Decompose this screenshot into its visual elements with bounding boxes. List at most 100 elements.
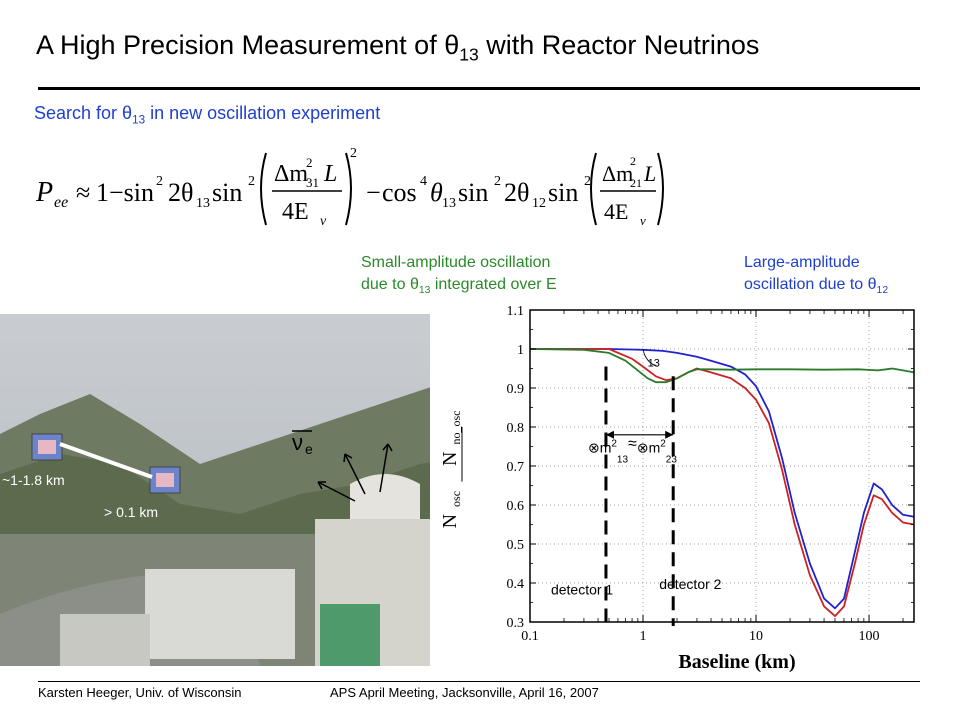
theta-arc (642, 348, 658, 367)
note-text: due to (361, 276, 410, 293)
footer-meeting: APS April Meeting, Jacksonville, April 1… (330, 685, 599, 700)
y-tick-label: 0.7 (507, 460, 525, 475)
y-tick-label: 0.4 (507, 577, 525, 592)
formula-sq: 2 (156, 174, 163, 189)
formula-2theta: 2θ (168, 178, 193, 207)
theta-subscript: 13 (132, 113, 146, 127)
y-tick-label: 1 (517, 343, 524, 358)
theta-symbol: θ (409, 276, 419, 293)
y-axis-label: N osc N no_osc (439, 411, 463, 529)
x-axis-label: Baseline (km) (678, 651, 795, 673)
formula-nu: ν (640, 213, 646, 228)
detector2-label: detector 2 (659, 576, 721, 592)
formula-theta13-sub: 13 (442, 196, 456, 211)
title-text-end: with Reactor Neutrinos (478, 30, 760, 60)
delta-m-part: m (649, 439, 661, 455)
arrow-head-right (665, 430, 674, 439)
chart-background (430, 296, 950, 676)
series-line-1 (530, 348, 915, 618)
note-large-amplitude: Large-amplitude oscillation due to θ12 (744, 252, 888, 302)
formula-sq: 2 (306, 155, 313, 170)
theta-subscript: 13 (418, 285, 431, 297)
formula-sq: 2 (248, 174, 255, 189)
y-tick-label: 1.1 (507, 304, 525, 319)
theta-subscript: 13 (459, 44, 479, 65)
formula-term1: 1−sin (96, 178, 154, 207)
theta-label: 13 (648, 358, 660, 370)
formula-sin: sin (548, 178, 578, 207)
x-tick-label: 0.1 (521, 629, 539, 644)
formula-lhs: P (36, 177, 53, 208)
green-tank (320, 604, 380, 666)
y-tick-label: 0.5 (507, 538, 525, 553)
theta-symbol: θ (122, 103, 133, 123)
formula-four: 4 (420, 174, 427, 189)
series-line-0 (530, 348, 915, 610)
subtitle-text: Search for (34, 103, 123, 123)
y-tick-label: 0.9 (507, 382, 525, 397)
baseline-line (59, 442, 153, 479)
formula-theta: θ (430, 178, 443, 207)
delta-m-part: 2 (660, 438, 666, 449)
series-line-2 (529, 348, 915, 384)
formula-delta-m: Δm (602, 161, 633, 186)
note-line: Large-amplitude (744, 254, 860, 271)
y-tick-label: 0.3 (507, 616, 525, 631)
formula-L: L (643, 161, 656, 186)
x-tick-label: 1 (640, 629, 647, 644)
formula-sq: 2 (584, 174, 591, 189)
page-title: A High Precision Measurement of θ13 with… (36, 30, 759, 65)
footer-author: Karsten Heeger, Univ. of Wisconsin (38, 685, 242, 700)
detector-far-icon (38, 440, 56, 454)
chart-annotations: 13 ⊗m213≈⊗m223 detector 1 detector 2 (551, 348, 722, 626)
formula-delta-m: Δm (274, 161, 308, 187)
x-tick-label: 10 (749, 629, 763, 644)
delta-m-label: ⊗m213≈⊗m223 (588, 435, 677, 465)
y-label-denominator-sub: no_osc (449, 411, 463, 445)
arrow-head-left (605, 430, 614, 439)
nu-sub: e (305, 441, 313, 457)
nu-label: ν (292, 430, 303, 455)
formula-4E: 4E (604, 199, 628, 224)
detector1-label: detector 1 (551, 582, 613, 598)
note-small-amplitude: Small-amplitude oscillation due to θ13 i… (361, 252, 557, 302)
note-line: due to θ13 integrated over E (361, 274, 557, 302)
paren-right (657, 152, 664, 226)
formula-lhs-sub: ee (54, 194, 68, 211)
formula-L: L (323, 161, 337, 187)
formula-sq: 2 (350, 146, 357, 161)
theta-subscript: 12 (876, 285, 889, 297)
formula-theta13-sub: 13 (196, 196, 210, 211)
distance-far-label: ~1-1.8 km (2, 472, 65, 488)
formula-approx: ≈ (76, 178, 90, 207)
formula-m31: 31 (306, 175, 319, 190)
formula-sin: sin (212, 178, 242, 207)
building (60, 614, 150, 666)
x-tick-label: 100 (859, 629, 880, 644)
paren-left (590, 152, 597, 226)
y-label-denominator: N (439, 452, 461, 466)
y-tick-label: 0.8 (507, 421, 525, 436)
reactor-site-photo: ν e ~1-1.8 km > 0.1 km (0, 314, 482, 666)
reactor-dome (350, 474, 420, 519)
formula-nu: ν (320, 214, 327, 229)
distance-near-label: > 0.1 km (104, 504, 158, 520)
delta-m-part: 23 (666, 454, 678, 465)
theta-symbol: θ (867, 276, 877, 293)
subtitle-text-end: in new oscillation experiment (145, 103, 381, 123)
formula-sq: 2 (630, 154, 636, 168)
subtitle: Search for θ13 in new oscillation experi… (34, 103, 380, 127)
paren-right (345, 152, 352, 226)
note-line: oscillation due to θ12 (744, 274, 888, 302)
paren-left (260, 152, 267, 226)
y-label-numerator: N (439, 514, 461, 528)
delta-m-part: ≈ (628, 435, 637, 452)
theta-symbol: θ (444, 30, 460, 60)
chart-ticks: 0.3 0.4 0.5 0.6 0.7 0.8 0.9 1 1.1 0.1 1 10 100 (507, 304, 914, 644)
note-line: Small-amplitude oscillation (361, 254, 551, 271)
footer-divider (38, 681, 920, 682)
note-text: integrated over E (430, 276, 557, 293)
y-label-numerator-sub: osc (449, 491, 463, 507)
formula-sin: sin (458, 178, 488, 207)
formula-2theta: 2θ (504, 178, 529, 207)
